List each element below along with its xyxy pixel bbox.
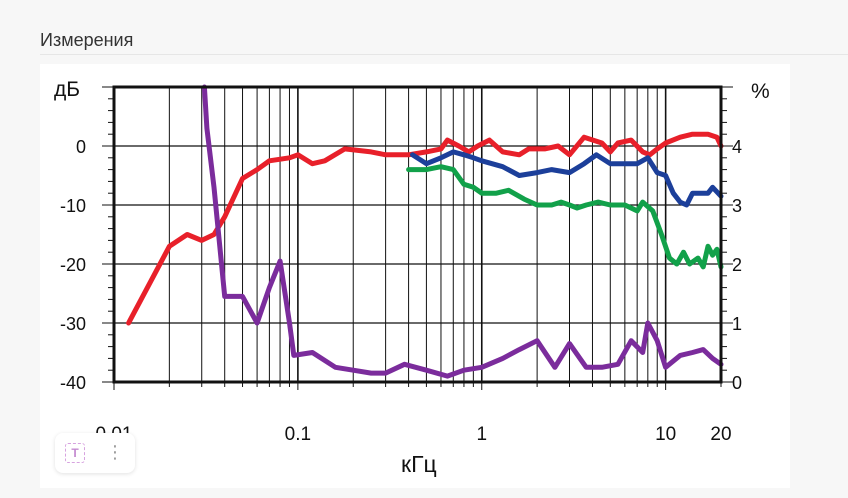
text-tool-button[interactable]: T <box>55 433 95 473</box>
floating-toolbar: T ⋮ <box>55 433 135 473</box>
chart-axis-ticks <box>102 86 733 390</box>
y-tick-label-left: -40 <box>60 373 86 393</box>
x-tick-label: 0.1 <box>285 424 311 445</box>
x-axis-label: кГц <box>401 451 437 477</box>
y-tick-label-left: -10 <box>60 196 86 216</box>
y-tick-label-left: -20 <box>60 255 86 275</box>
y-tick-label-right: 0 <box>732 373 742 393</box>
series-line-2 <box>410 149 724 208</box>
y-tick-label-left: -30 <box>60 314 86 334</box>
y-tick-label-right: 3 <box>732 196 742 216</box>
title-divider <box>40 54 848 55</box>
more-options-button[interactable]: ⋮ <box>95 433 135 473</box>
y-axis-label-right: % <box>751 80 770 103</box>
series-line-4 <box>201 84 724 379</box>
x-tick-label: 10 <box>655 424 676 445</box>
chart-series-group <box>126 84 724 379</box>
x-tick-label: 20 <box>710 424 731 445</box>
y-tick-label-left: 0 <box>76 137 86 157</box>
y-tick-label-right: 2 <box>732 255 742 275</box>
series-line-3 <box>406 164 724 270</box>
x-tick-label: 1 <box>476 424 487 445</box>
more-vertical-icon: ⋮ <box>106 442 124 463</box>
y-tick-label-right: 1 <box>732 314 742 334</box>
text-icon: T <box>65 443 85 463</box>
y-axis-label-left: дБ <box>54 78 80 101</box>
plot-frame <box>112 85 723 384</box>
y-tick-label-right: 4 <box>732 137 742 157</box>
series-line-1 <box>126 131 724 326</box>
page-title: Измерения <box>40 30 134 50</box>
